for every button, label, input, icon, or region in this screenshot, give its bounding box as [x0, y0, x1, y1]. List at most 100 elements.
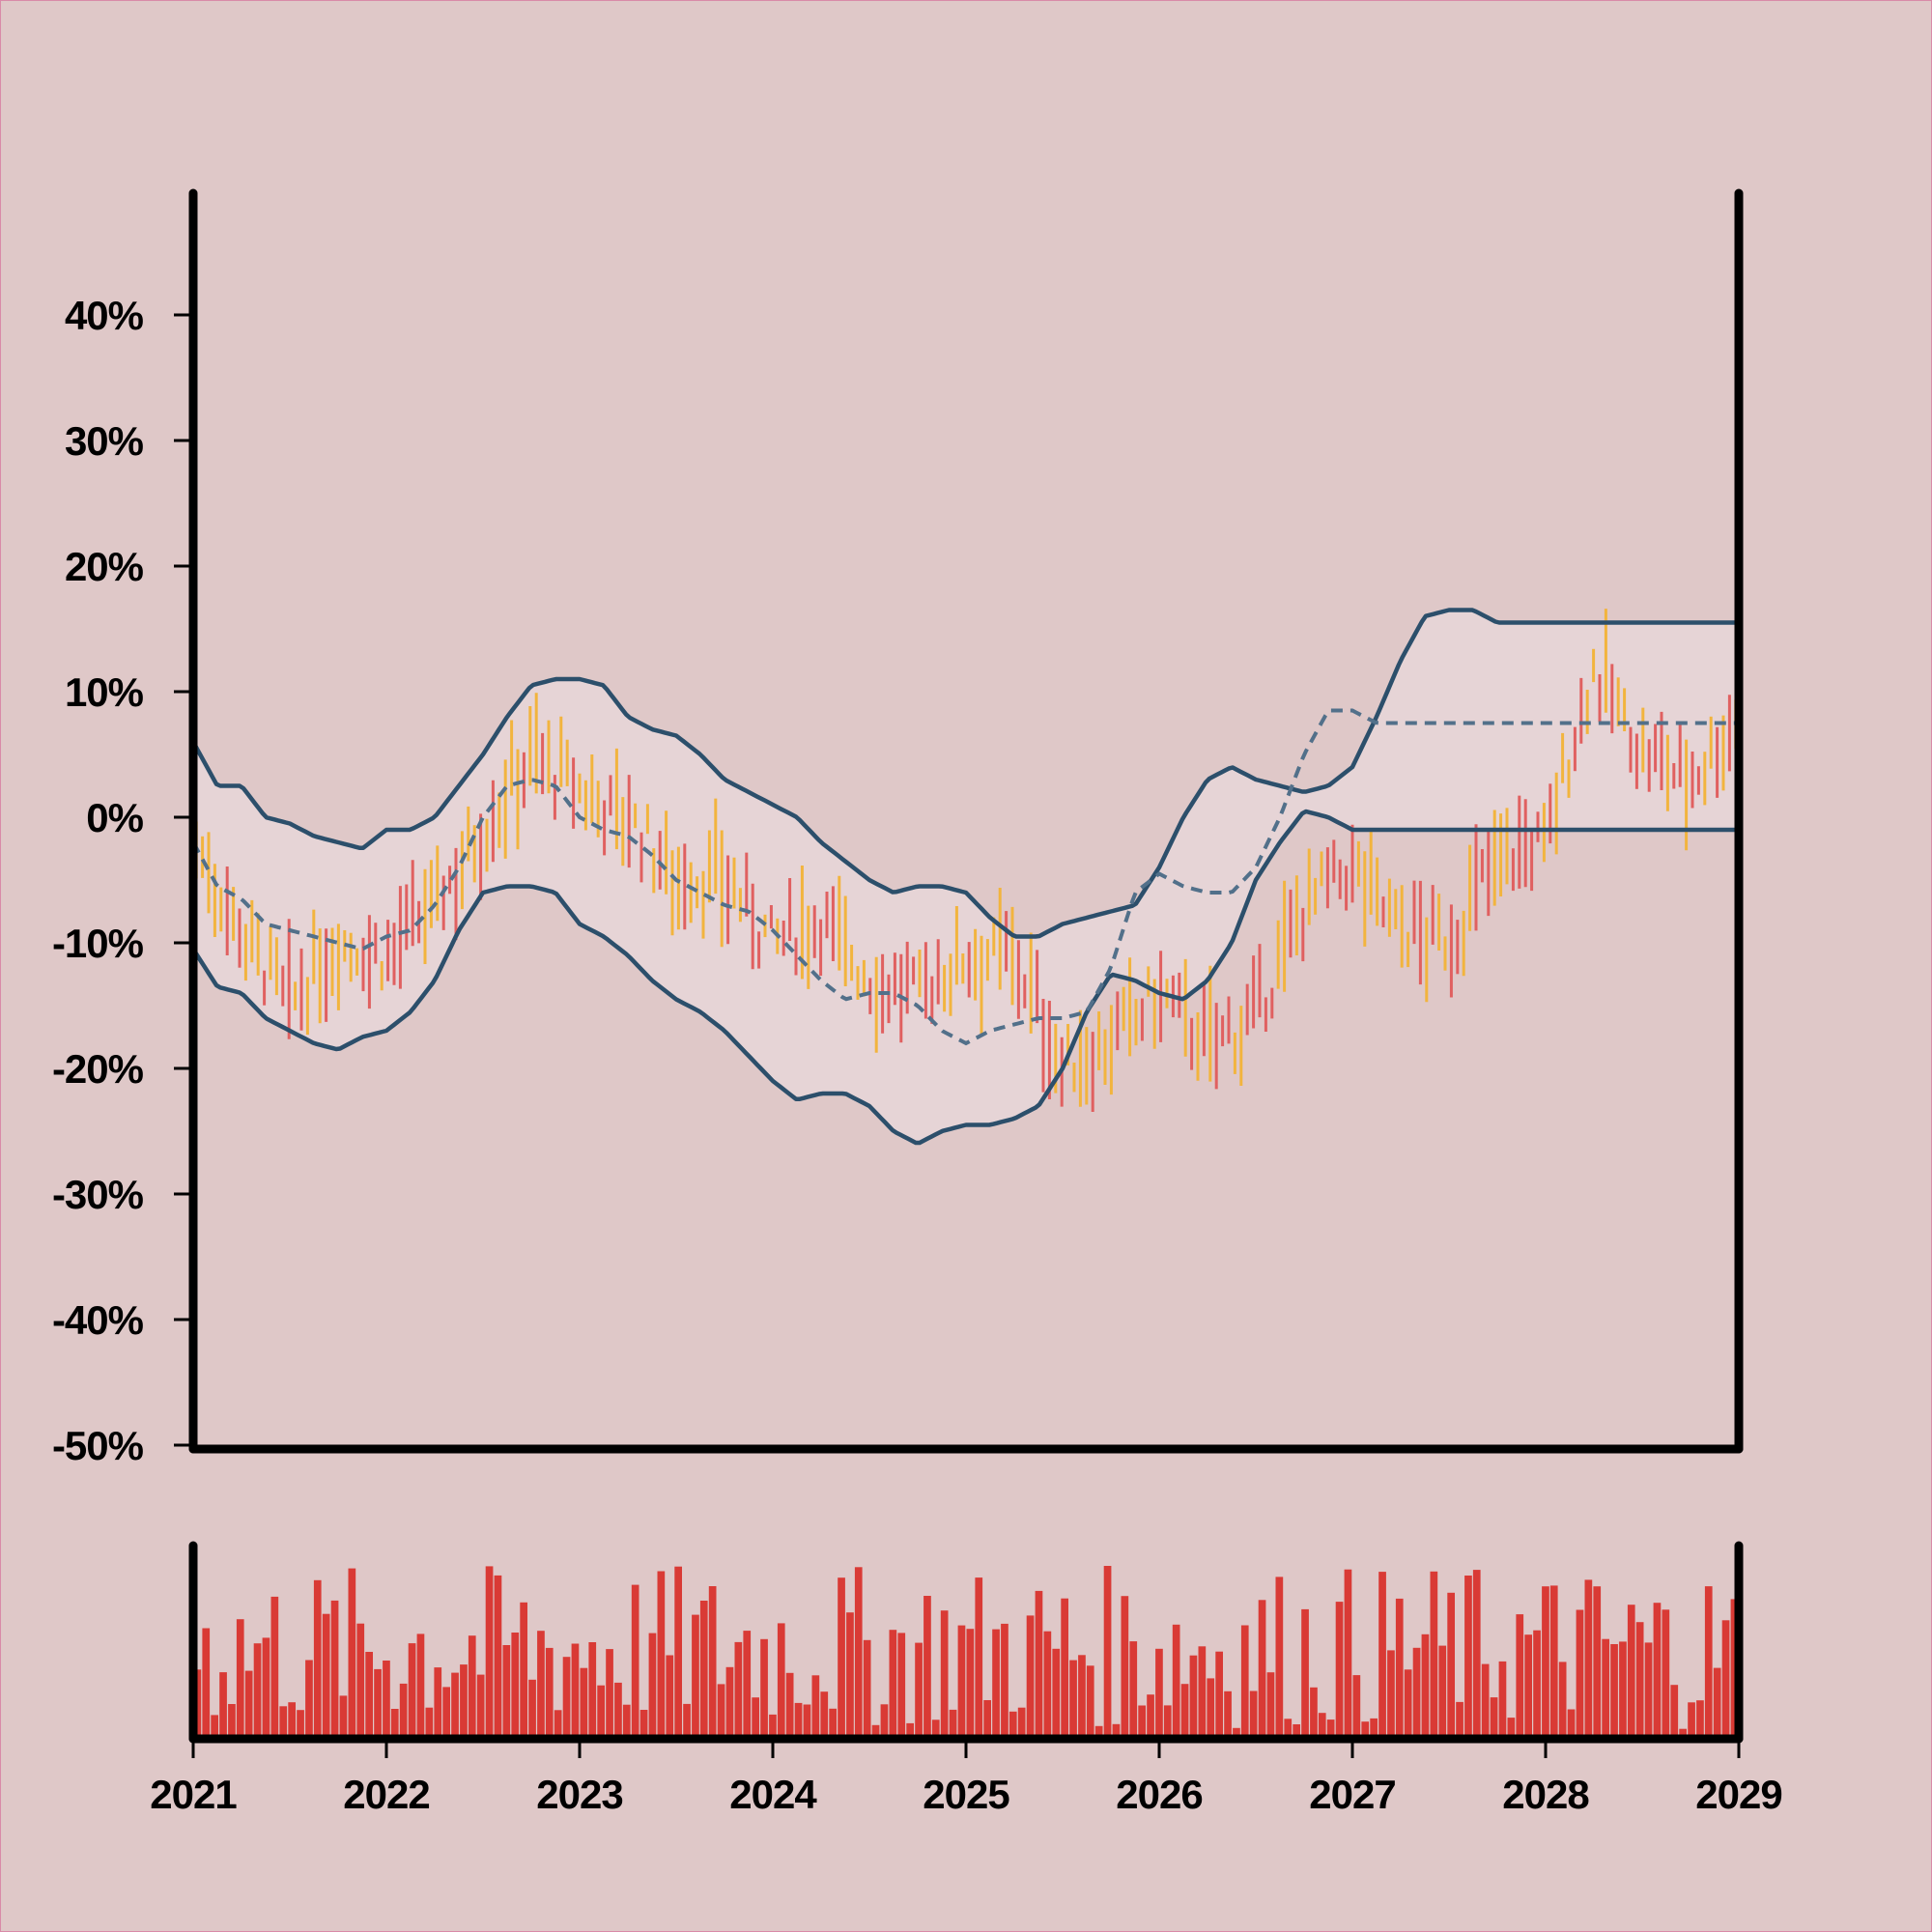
volume-bar — [520, 1602, 527, 1739]
volume-bar — [897, 1633, 906, 1739]
volume-bar — [1670, 1685, 1679, 1739]
volume-bar — [1447, 1592, 1455, 1739]
volume-bar — [262, 1637, 270, 1739]
volume-bar — [1172, 1624, 1180, 1739]
volume-bar-layer — [193, 1566, 1739, 1739]
volume-bar — [1052, 1648, 1061, 1739]
volume-bar — [1704, 1586, 1713, 1739]
x-tick-label: 2028 — [1502, 1772, 1589, 1817]
volume-bar — [657, 1571, 666, 1739]
x-tick-label: 2029 — [1695, 1772, 1781, 1817]
volume-bar — [734, 1641, 743, 1739]
volume-bar — [725, 1666, 734, 1739]
volume-bar — [931, 1719, 940, 1739]
x-tick-label: 2022 — [343, 1772, 429, 1817]
volume-bar — [743, 1631, 752, 1739]
volume-bar — [356, 1623, 365, 1739]
volume-bar — [545, 1647, 554, 1739]
volume-bar — [1533, 1630, 1541, 1739]
volume-bar — [752, 1697, 759, 1739]
volume-bar — [1180, 1684, 1189, 1739]
volume-bar — [1026, 1615, 1035, 1739]
volume-bar — [348, 1568, 356, 1739]
volume-bar — [1610, 1644, 1618, 1739]
x-tick-label: 2025 — [923, 1772, 1009, 1817]
volume-bar — [1069, 1660, 1077, 1739]
volume-bar — [244, 1670, 253, 1739]
volume-bar — [1679, 1728, 1687, 1739]
volume-bar — [1395, 1598, 1404, 1739]
volume-bar — [803, 1704, 811, 1739]
volume-bar — [485, 1566, 494, 1739]
y-tick-label: -10% — [52, 921, 144, 966]
middle-band-line — [191, 708, 1739, 1046]
volume-bar — [639, 1710, 648, 1739]
volume-bar — [1387, 1650, 1395, 1739]
volume-bar — [1481, 1663, 1490, 1739]
volume-bar — [494, 1575, 502, 1739]
volume-bar — [1009, 1711, 1017, 1739]
volume-bar — [253, 1643, 262, 1739]
x-tick-label: 2027 — [1309, 1772, 1395, 1817]
volume-bar — [1035, 1590, 1043, 1739]
volume-bar — [760, 1638, 768, 1739]
volume-bar — [1138, 1705, 1146, 1739]
y-tick-labels: 40% 30% 20% 10% 0% -10% -20% -30% -40% -50% — [52, 293, 145, 1468]
volume-bar — [1163, 1705, 1172, 1739]
band-line-layer — [191, 608, 1739, 1146]
volume-bar — [975, 1577, 983, 1739]
volume-bar — [794, 1702, 803, 1739]
volume-bar — [708, 1586, 717, 1739]
volume-bar — [1644, 1642, 1653, 1739]
volume-bar — [390, 1709, 399, 1739]
volume-bar — [1635, 1622, 1644, 1739]
volume-bar — [1240, 1625, 1249, 1739]
volume-bar — [365, 1652, 373, 1739]
volume-bar — [416, 1634, 425, 1739]
volume-bar — [442, 1687, 450, 1739]
y-tick-label: 40% — [65, 293, 144, 338]
volume-bar — [1129, 1641, 1138, 1739]
y-tick-label: -40% — [52, 1297, 144, 1343]
volume-bar — [1112, 1723, 1121, 1739]
x-tick-labels: 2021 2022 2023 2024 2025 2026 2027 2028 2029 — [150, 1772, 1782, 1817]
volume-bar — [829, 1708, 837, 1739]
volume-bar — [1258, 1600, 1266, 1739]
volume-bar — [1542, 1586, 1549, 1739]
y-tick-label: -30% — [52, 1172, 144, 1217]
volume-bar — [854, 1567, 863, 1739]
volume-bar — [785, 1672, 794, 1739]
volume-bar — [957, 1625, 966, 1739]
volume-bar — [1696, 1700, 1704, 1739]
y-tick-label: 0% — [86, 795, 143, 840]
volume-bar — [1498, 1661, 1507, 1739]
volume-bar — [699, 1601, 708, 1739]
volume-bar — [1121, 1596, 1129, 1739]
volume-bar — [1558, 1662, 1567, 1739]
volume-bar — [339, 1695, 348, 1739]
volume-bar — [1524, 1634, 1532, 1739]
x-tick-label: 2024 — [729, 1772, 817, 1817]
volume-bar — [606, 1649, 613, 1739]
ohlc-bar-layer — [194, 609, 1738, 1112]
volume-bar — [1335, 1602, 1344, 1739]
volume-bar — [1549, 1585, 1558, 1739]
y-tick-label: -20% — [52, 1046, 144, 1092]
volume-bar — [923, 1596, 931, 1739]
volume-bar — [871, 1724, 880, 1739]
volume-bar — [1293, 1724, 1300, 1739]
volume-bar — [1207, 1678, 1215, 1739]
volume-bar — [1404, 1669, 1412, 1739]
volume-bar — [219, 1672, 227, 1739]
volume-bar — [880, 1704, 889, 1739]
volume-bar — [322, 1613, 330, 1739]
volume-bar — [1215, 1651, 1223, 1739]
volume-bar — [330, 1600, 339, 1739]
volume-bar — [1155, 1648, 1163, 1739]
y-tick-label: 10% — [65, 669, 144, 715]
volume-bar — [528, 1679, 536, 1739]
volume-bar — [1421, 1634, 1430, 1739]
volume-bar — [1318, 1713, 1326, 1739]
volume-bar — [683, 1703, 691, 1739]
